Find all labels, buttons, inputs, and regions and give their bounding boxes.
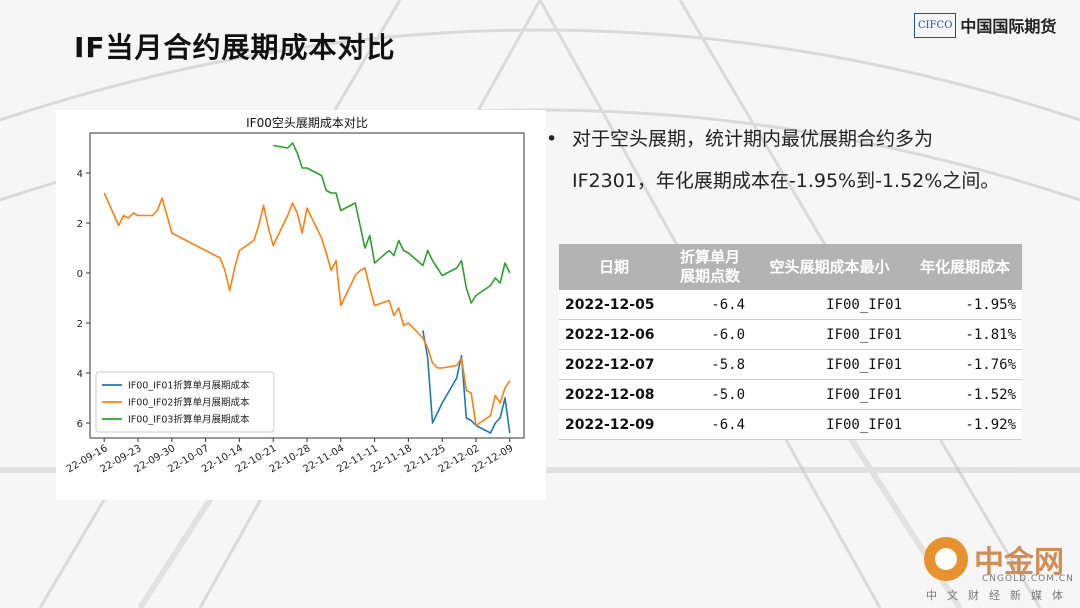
cell-contract: IF00_IF01 [751, 319, 908, 350]
watermark-subtitle: 中文财经新媒体 [926, 589, 1073, 602]
cell-annual: -1.92% [908, 409, 1022, 440]
cell-points: -5.8 [669, 349, 751, 380]
cell-annual: -1.52% [908, 379, 1022, 410]
cell-points: -5.0 [669, 379, 751, 410]
cell-date: 2022-12-07 [559, 349, 669, 380]
cifco-logo: CIFCO 中国国际期货 [914, 10, 1056, 40]
cell-date: 2022-12-05 [559, 290, 669, 320]
legend-label-3: IF00_IF03折算单月展期成本 [128, 414, 250, 426]
cell-contract: IF00_IF01 [751, 409, 908, 440]
table-row: 2022-12-05 -6.4 IF00_IF01 -1.95% [559, 290, 1022, 320]
table-row: 2022-12-06 -6.0 IF00_IF01 -1.81% [559, 319, 1022, 350]
chart-background [56, 110, 546, 500]
header-min-cost: 空头展期成本最小 [751, 244, 908, 290]
series-line-1 [422, 330, 511, 434]
bullet-dot: • [546, 128, 558, 150]
cell-contract: IF00_IF01 [751, 379, 908, 410]
series-line-2 [103, 192, 511, 427]
y-tick-label: 4 [73, 369, 83, 380]
y-tick-label: 2 [77, 219, 83, 230]
plot-frame [89, 132, 525, 439]
slide-title: IF当月合约展期成本对比 [74, 31, 396, 64]
cell-points: -6.0 [669, 319, 751, 350]
bullet-line-1: 对于空头展期，统计期内最优展期合约多为 [572, 128, 934, 150]
cell-points: -6.4 [669, 409, 751, 440]
header-date: 日期 [559, 244, 669, 290]
legend-label-1: IF00_IF01折算单月展期成本 [128, 380, 250, 392]
header-annual-cost: 年化展期成本 [908, 244, 1022, 290]
y-tick-label: 0 [77, 269, 83, 280]
bullet-line-2: IF2301，年化展期成本在-1.95%到-1.52%之间。 [572, 170, 1000, 192]
table-row: 2022-12-09 -6.4 IF00_IF01 -1.92% [559, 409, 1022, 440]
y-tick-label: 4 [77, 169, 83, 180]
table-header-row: 日期 折算单月展期点数 空头展期成本最小 年化展期成本 [559, 244, 1022, 290]
y-tick-label: 2 [73, 319, 83, 330]
cell-points: -6.4 [669, 290, 751, 320]
watermark-name: 中金网 [974, 545, 1064, 580]
header-points: 折算单月展期点数 [669, 244, 751, 290]
cell-contract: IF00_IF01 [751, 290, 908, 320]
chart-title: IF00空头展期成本对比 [246, 116, 368, 130]
cell-annual: -1.81% [908, 319, 1022, 350]
y-tick-label: 6 [73, 419, 83, 430]
cell-annual: -1.95% [908, 290, 1022, 320]
cell-date: 2022-12-09 [559, 409, 669, 440]
table-row: 2022-12-08 -5.0 IF00_IF01 -1.52% [559, 379, 1022, 410]
legend-label-2: IF00_IF02折算单月展期成本 [128, 397, 250, 409]
rollover-cost-table: 日期 折算单月展期点数 空头展期成本最小 年化展期成本 2022-12-05 -… [559, 244, 1022, 440]
logo-box-text: CIFCO [914, 12, 957, 38]
summary-bullet: • 对于空头展期，统计期内最优展期合约多为 IF2301，年化展期成本在-1.9… [546, 118, 1046, 202]
legend-box [95, 371, 275, 433]
cngold-logo-icon [924, 537, 968, 581]
header-points-text: 折算单月展期点数 [679, 248, 740, 285]
table-row: 2022-12-07 -5.8 IF00_IF01 -1.76% [559, 349, 1022, 380]
series-line-3 [273, 142, 511, 304]
watermark-domain: CNGOLD.COM.CN [982, 574, 1074, 584]
cell-date: 2022-12-08 [559, 379, 669, 410]
cell-annual: -1.76% [908, 349, 1022, 380]
cell-date: 2022-12-06 [559, 319, 669, 350]
cell-contract: IF00_IF01 [751, 349, 908, 380]
logo-company-name: 中国国际期货 [960, 17, 1057, 36]
cngold-watermark: 中金网 CNGOLD.COM.CN 中文财经新媒体 [924, 533, 1074, 603]
